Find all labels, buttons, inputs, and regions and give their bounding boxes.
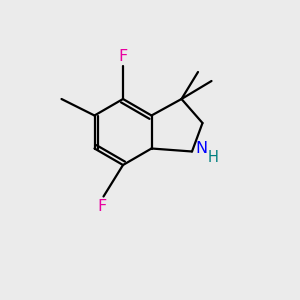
Text: F: F [118,49,127,64]
Text: F: F [98,199,106,214]
Text: N: N [196,141,208,156]
Text: H: H [208,150,218,165]
